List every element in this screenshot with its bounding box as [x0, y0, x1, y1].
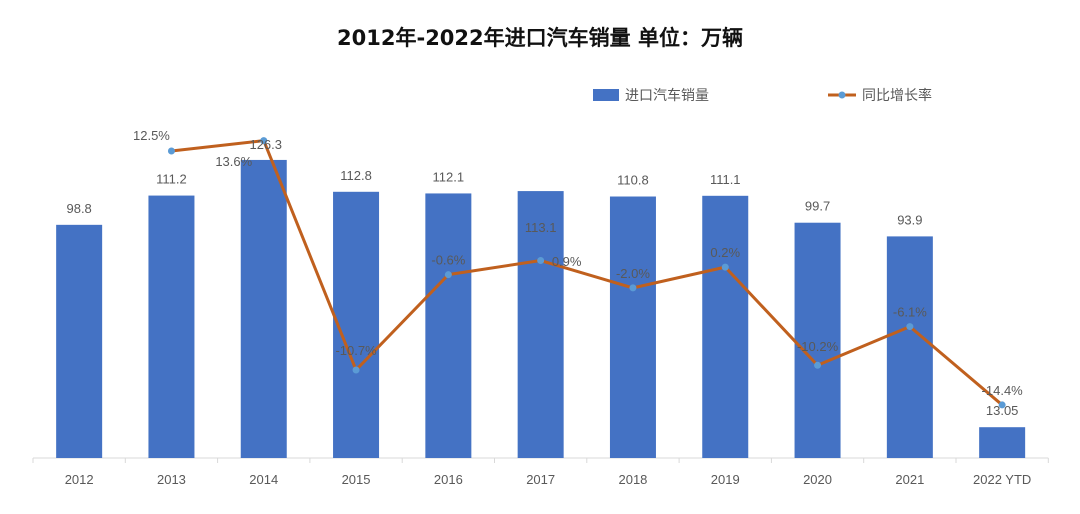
- bar-data-label: 112.8: [340, 168, 372, 183]
- x-tick-label: 2015: [342, 472, 371, 487]
- bar-data-label: 99.7: [805, 199, 830, 214]
- growth-data-label: -0.6%: [431, 253, 465, 268]
- chart-title: 2012年-2022年进口汽车销量 单位：万辆: [337, 26, 743, 50]
- legend-bar-label: 进口汽车销量: [625, 87, 709, 104]
- x-tick-label: 2013: [157, 472, 186, 487]
- bar: [240, 159, 287, 458]
- bar: [979, 427, 1026, 458]
- legend-bar-swatch: [593, 89, 619, 101]
- growth-data-label: -2.0%: [616, 266, 650, 281]
- growth-marker: [537, 257, 545, 265]
- bar: [794, 222, 841, 458]
- bar-data-label: 111.1: [710, 172, 741, 187]
- growth-data-label: -6.1%: [893, 305, 927, 320]
- bar: [609, 196, 656, 458]
- bar: [148, 195, 195, 458]
- growth-data-label: 0.2%: [710, 245, 740, 260]
- growth-data-label: -10.2%: [797, 339, 839, 354]
- bar-data-label: 110.8: [617, 173, 649, 188]
- bar-data-label: 98.8: [66, 201, 91, 216]
- x-tick-label: 2022 YTD: [973, 472, 1031, 487]
- growth-line: [171, 139, 1004, 407]
- growth-data-label: -10.7%: [335, 343, 377, 358]
- x-tick-label: 2014: [249, 472, 278, 487]
- bar-data-label: 126.3: [249, 137, 282, 152]
- growth-data-label: -14.4%: [982, 383, 1024, 398]
- bar: [517, 191, 564, 459]
- growth-marker: [629, 284, 637, 292]
- bar: [886, 236, 933, 458]
- bar-data-label: 113.1: [525, 220, 557, 235]
- bar-data-label: 13.05: [986, 403, 1019, 418]
- bar-data-label: 93.9: [897, 212, 922, 227]
- growth-marker: [814, 361, 822, 369]
- x-tick-label: 2016: [434, 472, 463, 487]
- bar: [56, 224, 103, 458]
- growth-marker: [906, 323, 914, 331]
- bar-data-label: 112.1: [433, 169, 465, 184]
- bar-data-label: 111.2: [156, 172, 187, 187]
- growth-marker: [167, 147, 175, 155]
- x-tick-label: 2021: [895, 472, 924, 487]
- bar: [333, 191, 380, 459]
- growth-data-label: 12.5%: [133, 128, 170, 143]
- x-tick-label: 2018: [618, 472, 647, 487]
- growth-marker: [721, 263, 729, 271]
- bar: [425, 193, 472, 458]
- bar: [702, 195, 749, 458]
- growth-marker: [352, 366, 360, 374]
- x-tick-label: 2012: [65, 472, 94, 487]
- growth-marker: [998, 401, 1006, 409]
- legend-line-label: 同比增长率: [862, 87, 932, 104]
- x-tick-label: 2017: [526, 472, 555, 487]
- growth-marker: [260, 137, 268, 145]
- growth-marker: [444, 271, 452, 279]
- x-tick-label: 2020: [803, 472, 832, 487]
- legend-line-marker: [838, 91, 846, 99]
- growth-data-label: 0.9%: [552, 254, 582, 269]
- x-tick-label: 2019: [711, 472, 740, 487]
- growth-data-label: 13.6%: [215, 154, 252, 169]
